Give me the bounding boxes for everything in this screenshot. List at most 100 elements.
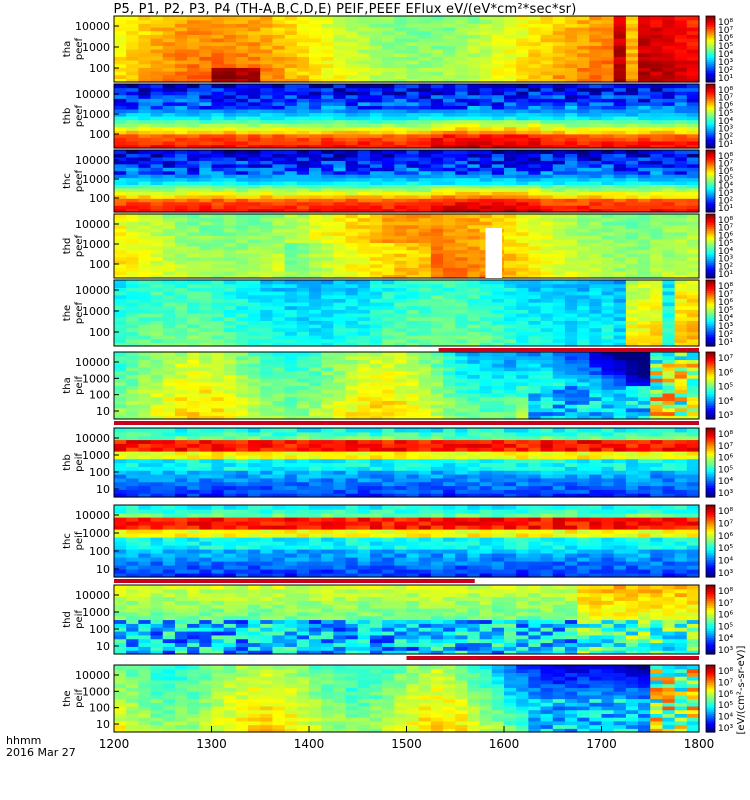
heatmap-cell	[333, 363, 347, 368]
heatmap-cell	[479, 98, 493, 103]
heatmap-cell	[187, 381, 200, 387]
heatmap-cell	[260, 392, 274, 398]
heatmap-cell	[223, 116, 237, 121]
heatmap-cell	[272, 208, 286, 213]
heatmap-cell	[504, 205, 517, 210]
heatmap-cell	[345, 181, 359, 186]
heatmap-cell	[162, 94, 176, 99]
heatmap-cell	[296, 335, 310, 340]
heatmap-cell	[211, 374, 225, 379]
heatmap-cell	[406, 184, 420, 189]
heatmap-cell	[686, 150, 700, 155]
heatmap-cell	[540, 94, 554, 99]
colorbar-swatch	[706, 176, 715, 180]
heatmap-cell	[321, 260, 334, 265]
heatmap-cell	[309, 153, 322, 158]
heatmap-cell	[321, 313, 334, 318]
heatmap-cell	[382, 52, 395, 57]
heatmap-cell	[321, 298, 334, 303]
heatmap-cell	[174, 411, 188, 416]
heatmap-cell	[479, 60, 493, 65]
heatmap-cell	[272, 49, 286, 54]
heatmap-cell	[345, 302, 359, 307]
heatmap-cell	[345, 287, 359, 292]
heatmap-cell	[406, 101, 420, 106]
heatmap-cell	[235, 194, 249, 199]
heatmap-cell	[211, 160, 225, 165]
heatmap-cell	[235, 205, 249, 210]
heatmap-cell	[430, 191, 444, 196]
heatmap-cell	[284, 294, 298, 299]
heatmap-cell	[162, 291, 176, 296]
heatmap-cell	[625, 116, 639, 121]
heatmap-cell	[223, 126, 237, 131]
heatmap-cell	[309, 126, 322, 131]
heatmap-cell	[126, 74, 139, 79]
heatmap-cell	[260, 133, 274, 138]
heatmap-cell	[199, 389, 213, 394]
heatmap-cell	[345, 205, 359, 210]
heatmap-cell	[601, 137, 615, 142]
heatmap-cell	[114, 67, 127, 72]
heatmap-cell	[662, 41, 676, 46]
heatmap-cell	[394, 404, 408, 409]
heatmap-cell	[552, 167, 566, 172]
heatmap-cell	[686, 167, 700, 172]
colorbar-swatch	[706, 299, 715, 303]
heatmap-cell	[662, 84, 676, 89]
heatmap-cell	[199, 320, 213, 325]
heatmap-cell	[394, 194, 408, 199]
heatmap-cell	[126, 274, 139, 279]
heatmap-cell	[504, 267, 517, 272]
heatmap-cell	[235, 389, 249, 394]
heatmap-cell	[248, 302, 261, 307]
heatmap-cell	[455, 208, 469, 213]
heatmap-cell	[394, 137, 408, 142]
heatmap-cell	[650, 71, 664, 76]
heatmap-cell	[333, 34, 347, 39]
colorbar-swatch	[706, 250, 715, 253]
heatmap-cell	[625, 260, 639, 265]
heatmap-cell	[174, 98, 188, 103]
heatmap-cell	[187, 174, 200, 179]
heatmap-cell	[357, 60, 371, 65]
heatmap-cell	[662, 316, 676, 321]
heatmap-cell	[406, 177, 420, 182]
heatmap-cell	[430, 214, 444, 219]
heatmap-cell	[540, 170, 554, 175]
heatmap-cell	[150, 309, 164, 314]
heatmap-cell	[223, 67, 237, 72]
heatmap-cell	[235, 23, 249, 28]
heatmap-cell	[382, 327, 395, 332]
heatmap-cell	[309, 381, 322, 387]
heatmap-cell	[333, 294, 347, 299]
heatmap-cell	[650, 242, 664, 247]
heatmap-cell	[162, 49, 176, 54]
heatmap-cell	[382, 366, 395, 372]
heatmap-cell	[528, 123, 542, 128]
heatmap-cell	[345, 221, 359, 226]
heatmap-cell	[321, 294, 334, 299]
heatmap-cell	[382, 170, 395, 175]
heatmap-cell	[638, 217, 651, 222]
heatmap-cell	[638, 140, 651, 146]
heatmap-cell	[516, 342, 529, 347]
heatmap-cell	[540, 338, 554, 343]
heatmap-cell	[394, 126, 408, 131]
heatmap-cell	[467, 331, 481, 336]
heatmap-cell	[211, 235, 225, 240]
heatmap-cell	[345, 19, 359, 24]
heatmap-cell	[662, 63, 676, 68]
heatmap-cell	[601, 263, 615, 268]
heatmap-cell	[114, 194, 127, 199]
heatmap-cell	[174, 280, 188, 285]
heatmap-cell	[114, 385, 127, 390]
heatmap-cell	[126, 67, 139, 72]
heatmap-cell	[333, 374, 347, 379]
heatmap-cell	[528, 38, 542, 43]
heatmap-cell	[150, 224, 164, 229]
heatmap-cell	[211, 41, 225, 46]
heatmap-cell	[199, 123, 213, 128]
heatmap-cell	[150, 67, 164, 72]
